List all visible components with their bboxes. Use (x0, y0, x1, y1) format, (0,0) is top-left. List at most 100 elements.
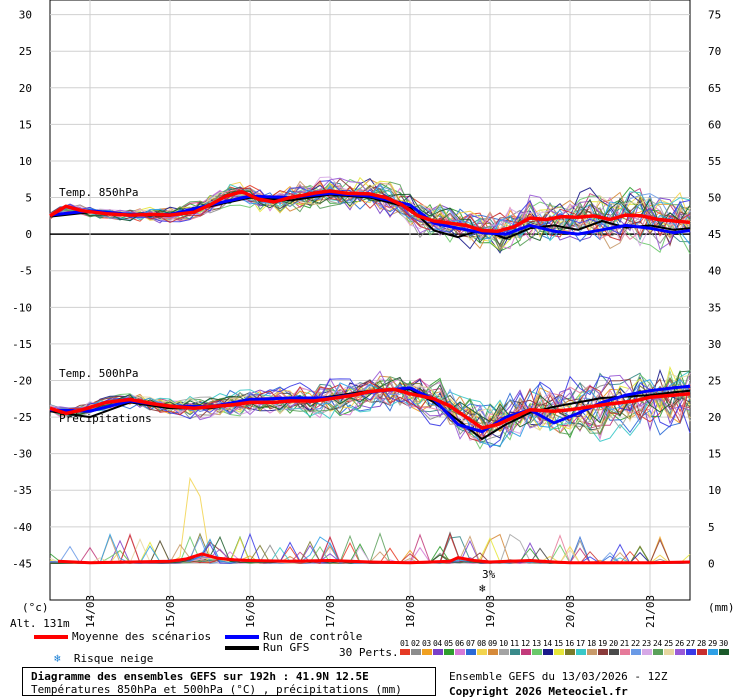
left-tick-label: -35 (12, 484, 32, 497)
member-swatch (521, 649, 531, 655)
member-number: 14 (543, 639, 552, 648)
member-t500-line (49, 373, 691, 433)
member-number: 08 (477, 639, 486, 648)
legend-gfs-swatch (225, 646, 259, 650)
annotations: Temp. 850hPa Temp. 500hPa Précipitations… (10, 186, 735, 630)
x-tick-label: 18/03 (404, 595, 417, 628)
x-axis-ticks: 14/03 15/03 16/03 17/03 18/03 19/03 20/03 21/03 (84, 595, 657, 628)
member-number: 16 (565, 639, 574, 648)
legend-snow-label: Risque neige (73, 652, 154, 665)
left-tick-label: 20 (19, 82, 32, 95)
member-number: 07 (466, 639, 475, 648)
grid (49, 0, 691, 601)
legend-gfs: Run GFS (225, 641, 309, 654)
left-tick-label: 0 (25, 228, 32, 241)
legend-gfs-label: Run GFS (263, 641, 310, 654)
member-t850-line (49, 176, 691, 247)
right-tick-label: 40 (708, 265, 721, 278)
member-number: 21 (620, 639, 629, 648)
member-number: 20 (609, 639, 618, 648)
member-number: 29 (708, 639, 717, 648)
member-swatch (653, 649, 663, 655)
mean-t500-line (49, 387, 691, 430)
snow-risk-icon: ❄ (479, 582, 486, 595)
member-t500-line (49, 381, 691, 443)
member-swatch (543, 649, 553, 655)
member-swatch (708, 649, 718, 655)
right-tick-label: 25 (708, 374, 721, 387)
member-swatch (642, 649, 652, 655)
left-tick-label: -30 (12, 448, 32, 461)
member-swatch (444, 649, 454, 655)
member-number: 09 (488, 639, 497, 648)
members-count-label: 30 Perts. (339, 646, 399, 659)
legend-mean-swatch (34, 635, 68, 639)
member-swatch (609, 649, 619, 655)
member-number: 11 (510, 639, 519, 648)
run-info: Ensemble GEFS du 13/03/2026 - 12Z (449, 670, 668, 683)
plot-frame (49, 0, 691, 601)
left-unit-label: (°c) (22, 601, 49, 614)
right-tick-label: 65 (708, 82, 721, 95)
member-swatch (565, 649, 575, 655)
member-number: 30 (719, 639, 728, 648)
left-tick-label: -20 (12, 374, 32, 387)
member-number: 12 (521, 639, 530, 648)
snowflake-icon: ❄ (54, 652, 61, 665)
snow-risk-percent: 3% (482, 568, 496, 581)
legend-control: Run de contrôle (225, 630, 362, 643)
x-tick-label: 20/03 (564, 595, 577, 628)
member-number: 10 (499, 639, 508, 648)
left-tick-label: -25 (12, 411, 32, 424)
copyright: Copyright 2026 Meteociel.fr (449, 685, 628, 698)
left-tick-label: 25 (19, 45, 32, 58)
x-tick-label: 14/03 (84, 595, 97, 628)
member-number: 03 (422, 639, 431, 648)
member-swatch (422, 649, 432, 655)
legend-control-swatch (225, 635, 259, 639)
member-swatch (499, 649, 509, 655)
member-numbers: 01 02 03 04 05 06 07 08 09 10 11 12 13 14 15 16 17 18 19 20… (400, 639, 730, 648)
legend-mean-label: Moyenne des scénarios (72, 630, 212, 643)
right-tick-label: 60 (708, 118, 721, 131)
member-swatch (477, 649, 487, 655)
precip-label: Précipitations (59, 412, 152, 425)
member-t850-line (49, 180, 691, 241)
left-tick-label: 5 (25, 192, 32, 205)
right-tick-label: 0 (708, 557, 715, 570)
member-number: 13 (532, 639, 541, 648)
right-unit-label: (mm) (708, 601, 735, 614)
right-tick-label: 10 (708, 484, 721, 497)
left-tick-label: -15 (12, 338, 32, 351)
left-axis-ticks: 30 25 20 15 10 5 0 -5 -10 -15 -20 -25 -30 -35 -40 -45 (12, 9, 32, 571)
member-swatch (576, 649, 586, 655)
member-swatch (455, 649, 465, 655)
right-tick-label: 75 (708, 9, 721, 22)
member-swatch (488, 649, 498, 655)
member-number: 23 (642, 639, 651, 648)
member-swatch (675, 649, 685, 655)
mean-precip-line (57, 552, 691, 565)
member-swatch (587, 649, 597, 655)
member-number: 02 (411, 639, 420, 648)
member-number: 27 (686, 639, 695, 648)
right-tick-label: 70 (708, 45, 721, 58)
mean-t850-line (49, 189, 691, 233)
x-tick-label: 19/03 (484, 595, 497, 628)
control-t850-line (49, 191, 691, 236)
member-number: 18 (587, 639, 596, 648)
chart-title: Diagramme des ensembles GEFS sur 192h : … (31, 670, 369, 683)
member-t850-line (49, 190, 691, 244)
member-swatch (411, 649, 421, 655)
member-t500-line (49, 378, 691, 447)
member-swatches (400, 649, 730, 657)
t500-label: Temp. 500hPa (59, 367, 138, 380)
right-tick-label: 45 (708, 228, 721, 241)
altitude-label: Alt. 131m (10, 617, 70, 630)
left-tick-label: -40 (12, 521, 32, 534)
left-tick-label: -10 (12, 301, 32, 314)
x-tick-label: 21/03 (644, 595, 657, 628)
member-swatch (719, 649, 729, 655)
